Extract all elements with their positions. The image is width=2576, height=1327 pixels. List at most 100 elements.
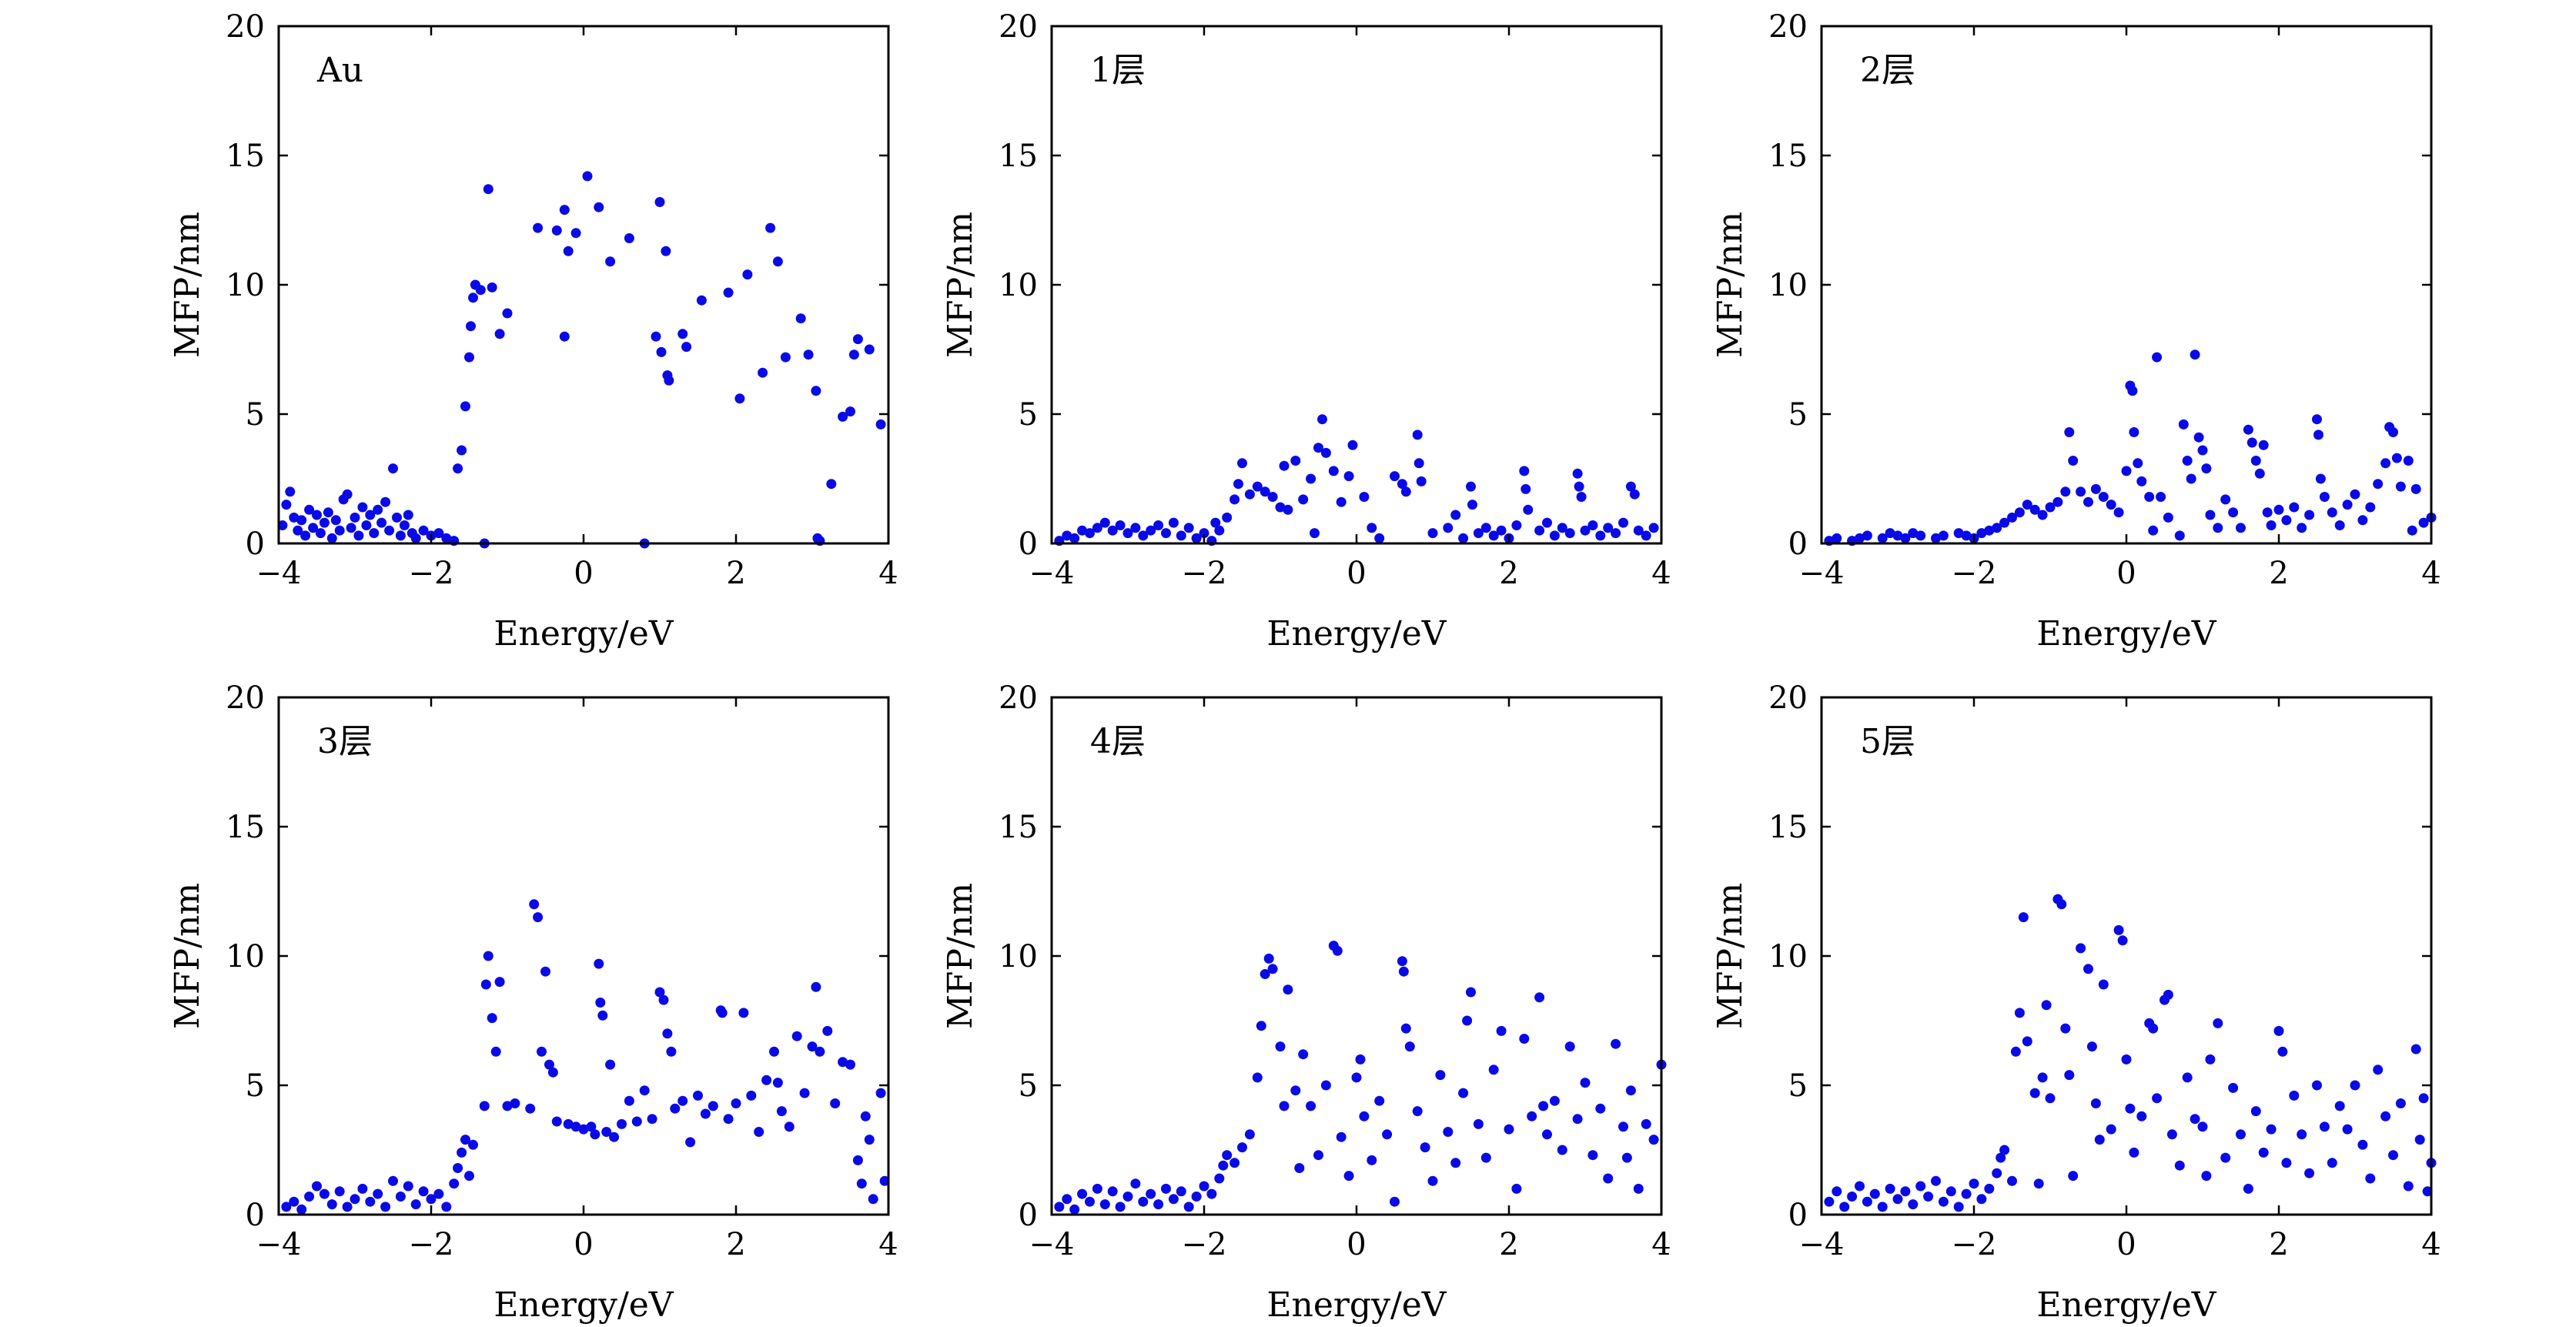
data-point xyxy=(570,1121,581,1132)
data-point xyxy=(334,1186,345,1197)
data-point xyxy=(2144,492,2155,502)
data-point xyxy=(2076,943,2086,954)
data-point xyxy=(795,313,806,324)
data-point xyxy=(1115,1202,1126,1212)
data-point xyxy=(1279,1101,1290,1111)
data-point xyxy=(1832,1186,1842,1197)
data-point xyxy=(296,515,307,526)
data-point xyxy=(1999,517,2010,528)
data-point xyxy=(2395,481,2406,492)
x-tick-label: −2 xyxy=(1182,556,1227,591)
data-point xyxy=(547,1067,558,1078)
data-point xyxy=(624,1095,634,1106)
data-point xyxy=(1336,1131,1347,1142)
data-point xyxy=(696,295,707,306)
data-point xyxy=(1244,489,1255,500)
data-point xyxy=(1359,1111,1370,1121)
data-point xyxy=(1521,483,1531,494)
data-point xyxy=(2410,1044,2421,1055)
x-tick-label: 2 xyxy=(2269,1227,2288,1262)
data-point xyxy=(2315,473,2326,484)
data-point xyxy=(357,502,368,513)
data-point xyxy=(1824,1196,1835,1207)
data-point xyxy=(319,517,330,528)
data-point xyxy=(2388,427,2398,437)
data-point xyxy=(664,375,674,386)
data-point xyxy=(1298,494,1309,505)
data-point xyxy=(875,419,886,430)
data-point xyxy=(2163,989,2173,1000)
data-point xyxy=(2380,458,2391,469)
y-tick-label: 20 xyxy=(999,9,1038,45)
panel-label: 2层 xyxy=(1860,51,1915,90)
data-point xyxy=(418,525,429,536)
data-point xyxy=(594,202,604,212)
y-tick-label: 0 xyxy=(1788,1198,1808,1233)
data-point xyxy=(1611,1038,1621,1049)
data-point xyxy=(1176,530,1186,541)
data-point xyxy=(1260,486,1270,497)
data-point xyxy=(624,233,634,243)
data-point xyxy=(1359,492,1370,502)
data-point xyxy=(1938,530,1949,541)
data-point xyxy=(1523,504,1534,515)
data-point xyxy=(2186,473,2196,484)
data-point xyxy=(1595,1103,1606,1114)
data-point xyxy=(1992,1168,2002,1178)
data-point xyxy=(1595,530,1606,541)
data-point xyxy=(365,510,376,520)
data-point xyxy=(533,222,544,233)
x-axis-label: Energy/eV xyxy=(2036,614,2216,653)
data-point xyxy=(742,269,753,280)
data-point xyxy=(2297,523,2307,533)
data-point xyxy=(2319,1121,2330,1132)
data-point xyxy=(281,500,292,510)
data-point xyxy=(1443,1127,1454,1137)
data-point xyxy=(780,352,791,363)
x-tick-label: 0 xyxy=(1347,1227,1366,1262)
data-point xyxy=(304,504,315,515)
data-point xyxy=(2289,502,2300,513)
data-point xyxy=(433,1188,444,1199)
data-point xyxy=(457,445,467,456)
data-point xyxy=(1969,1178,1979,1189)
data-point xyxy=(2201,463,2212,474)
data-point xyxy=(2018,912,2029,923)
data-point xyxy=(1839,1202,1850,1212)
y-tick-label: 5 xyxy=(1019,397,1038,433)
data-point xyxy=(1931,1175,1941,1186)
data-point xyxy=(1146,1188,1156,1199)
data-point xyxy=(1900,1186,1911,1197)
data-point xyxy=(1572,468,1583,479)
data-point xyxy=(537,1046,547,1057)
data-point xyxy=(2220,494,2231,505)
data-point xyxy=(319,1188,330,1199)
data-point xyxy=(1473,528,1484,539)
data-point xyxy=(365,1196,376,1207)
x-tick-label: 2 xyxy=(726,1227,745,1262)
data-point xyxy=(2029,1088,2040,1098)
data-point xyxy=(803,349,814,360)
data-point xyxy=(1572,1114,1583,1125)
data-point xyxy=(373,504,383,515)
data-point xyxy=(723,1114,734,1125)
data-point xyxy=(1458,533,1469,543)
data-point xyxy=(1310,528,1320,539)
data-point xyxy=(1244,1129,1255,1140)
data-point xyxy=(395,1192,406,1202)
data-point xyxy=(1130,523,1141,533)
data-point xyxy=(2266,1124,2277,1135)
data-point xyxy=(2228,1082,2239,1093)
x-tick-label: 2 xyxy=(1499,1227,1518,1262)
data-point xyxy=(2312,414,2322,425)
x-tick-label: 0 xyxy=(574,556,593,591)
panel-label: 4层 xyxy=(1090,722,1146,761)
data-point xyxy=(403,510,413,520)
data-point xyxy=(2236,523,2246,533)
data-point xyxy=(533,912,544,923)
data-point xyxy=(2297,1129,2307,1140)
data-point xyxy=(1412,1106,1423,1117)
data-point xyxy=(1168,1194,1179,1205)
data-point xyxy=(1054,1202,1065,1212)
points-group xyxy=(277,171,886,549)
